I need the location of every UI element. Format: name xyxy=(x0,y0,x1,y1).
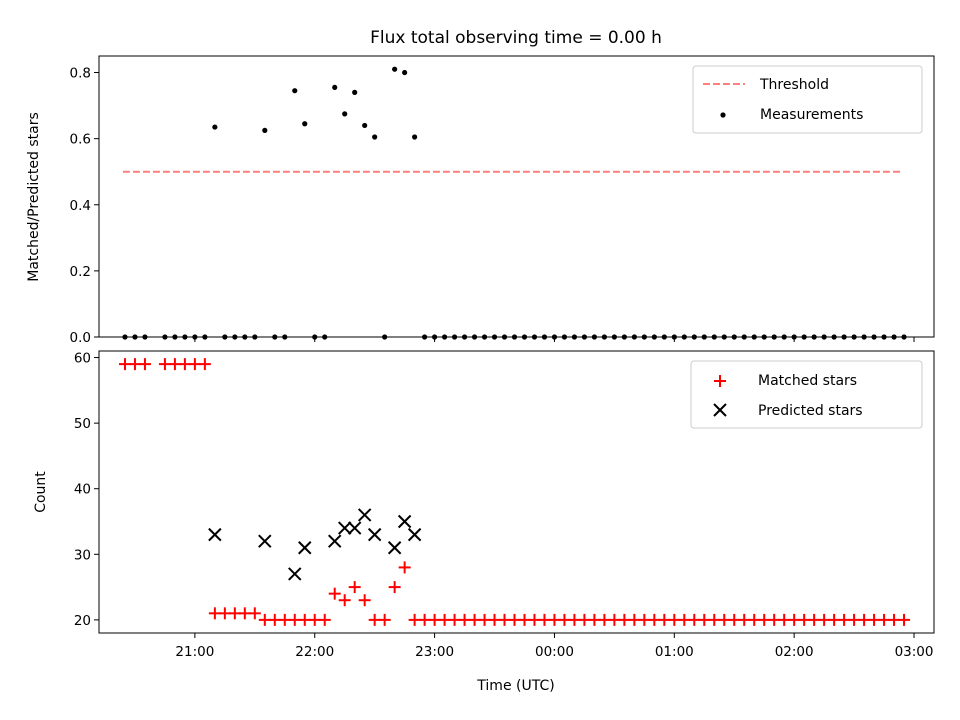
measurement-point xyxy=(362,122,368,129)
legend-measurements-swatch xyxy=(720,112,726,118)
measurement-point xyxy=(372,134,378,140)
legend-threshold-label: Threshold xyxy=(759,77,829,93)
x-tick-label: 21:00 xyxy=(175,644,214,660)
bottom-panel: 20 30 40 50 60 21:00 22:00 23:00 00:00 01:00 02:00… xyxy=(33,350,935,694)
legend-measurements-label: Measurements xyxy=(760,107,863,123)
predicted-star-point xyxy=(397,514,412,529)
legend-matched-label: Matched stars xyxy=(758,373,857,389)
predicted-star-point xyxy=(208,527,222,542)
matched-star-point xyxy=(328,587,341,600)
measurement-point xyxy=(212,124,218,130)
legend-matched-swatch xyxy=(714,375,726,387)
top-y-tick-label: 0.4 xyxy=(70,198,91,214)
x-tick-label: 03:00 xyxy=(895,644,934,660)
predicted-star-point xyxy=(337,521,352,535)
predicted-star-point xyxy=(298,541,312,555)
measurement-point xyxy=(332,84,338,91)
measurement-point xyxy=(412,134,418,140)
predicted-star-point xyxy=(347,521,362,535)
predicted-star-point xyxy=(387,541,402,555)
x-tick-label: 23:00 xyxy=(415,644,454,660)
x-tick-label: 01:00 xyxy=(655,644,694,660)
top-y-tick-label: 0.6 xyxy=(70,132,91,148)
measurement-point xyxy=(262,127,268,133)
top-y-tick-label: 0.0 xyxy=(70,330,91,346)
measurement-point xyxy=(392,66,398,72)
bottom-y-axis-label: Count xyxy=(33,471,49,513)
matched-star-point xyxy=(248,607,261,620)
top-axes-frame xyxy=(98,55,935,338)
top-legend: Threshold Measurements xyxy=(692,65,923,134)
legend-predicted-swatch xyxy=(713,403,727,417)
matched-star-point xyxy=(358,594,371,607)
matched-star-point xyxy=(338,594,351,607)
top-y-tick-label: 0.8 xyxy=(70,66,91,82)
predicted-star-point xyxy=(357,508,372,522)
chart-title: Flux total observing time = 0.00 h xyxy=(370,28,662,48)
matched-star-point xyxy=(398,561,411,574)
bottom-y-tick-label: 40 xyxy=(74,482,91,498)
matched-star-point xyxy=(898,613,911,626)
top-panel: 0.00.20.40.60.8 Matched/Predicted stars … xyxy=(26,55,935,346)
matched-star-point xyxy=(138,358,151,371)
x-axis-label: Time (UTC) xyxy=(476,678,554,694)
legend-predicted-label: Predicted stars xyxy=(758,403,863,419)
matched-star-point xyxy=(318,613,331,626)
bottom-legend: Matched stars Predicted stars xyxy=(690,360,923,429)
measurement-point xyxy=(402,69,408,76)
matched-star-point xyxy=(348,581,361,594)
predicted-star-point xyxy=(328,534,342,548)
predicted-star-point xyxy=(258,534,272,548)
bottom-y-tick-label: 20 xyxy=(74,613,91,629)
measurement-point xyxy=(292,88,298,94)
bottom-axes-frame xyxy=(98,350,935,634)
top-y-axis-label: Matched/Predicted stars xyxy=(26,112,42,282)
measurement-point xyxy=(352,89,358,95)
x-tick-label: 02:00 xyxy=(775,644,814,660)
top-y-tick-label: 0.2 xyxy=(70,264,91,280)
measurement-point xyxy=(302,121,308,127)
matched-star-point xyxy=(198,358,211,371)
matched-star-point xyxy=(378,613,391,626)
bottom-y-tick-label: 30 xyxy=(74,547,91,563)
measurement-point xyxy=(342,111,348,117)
matched-star-point xyxy=(388,581,401,594)
bottom-y-tick-label: 60 xyxy=(74,351,91,367)
x-tick-label: 00:00 xyxy=(535,644,574,660)
bottom-y-tick-label: 50 xyxy=(74,416,91,432)
predicted-star-point xyxy=(288,567,302,581)
predicted-star-point xyxy=(367,527,382,542)
x-tick-label: 22:00 xyxy=(295,644,334,660)
predicted-star-point xyxy=(407,527,422,542)
